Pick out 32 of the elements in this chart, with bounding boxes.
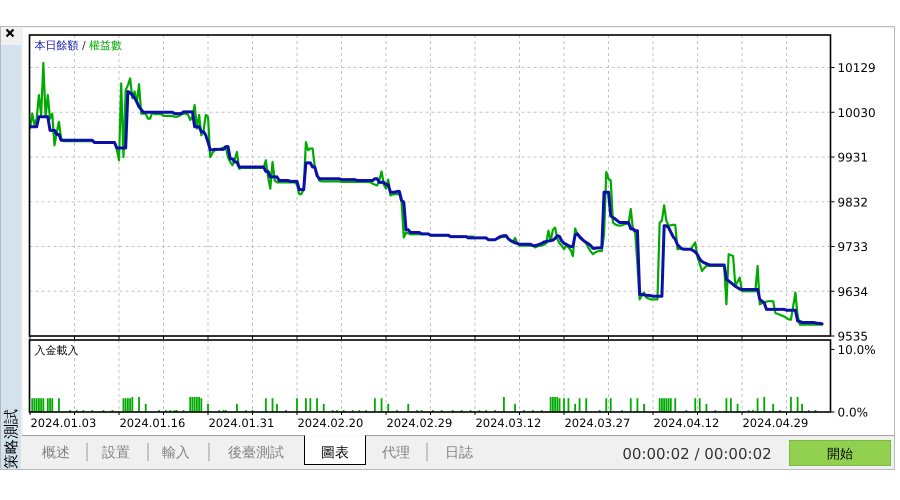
annotation: / <box>78 39 90 52</box>
text: 策略測試 <box>2 409 20 469</box>
text: 日誌 <box>445 445 473 461</box>
text: 代理 <box>381 445 410 461</box>
chart-title: 入金載入 <box>34 344 78 357</box>
y-tick-label: 10.0% <box>838 342 876 357</box>
x-tick-label: 2024.04.12 <box>653 416 720 430</box>
text: 00:00:02 / 00:00:02 <box>622 445 772 463</box>
text: 開始 <box>827 447 853 462</box>
x-tick-label: 2024.02.20 <box>297 416 364 430</box>
x-tick-label: 2024.01.03 <box>30 416 96 430</box>
x-tick-label: 2024.03.27 <box>564 416 630 430</box>
x-tick-label: 2024.03.12 <box>475 416 542 430</box>
y-tick-label: 9634 <box>838 284 868 299</box>
text: 圖表 <box>321 445 349 461</box>
x-tick-label: 2024.02.29 <box>386 416 452 430</box>
y-tick-label: 10129 <box>838 61 876 76</box>
x-tick-label: 2024.01.16 <box>119 416 186 430</box>
y-tick-label: 9535 <box>838 330 868 344</box>
text: 權益數 <box>89 39 122 52</box>
x-tick-label: 2024.04.29 <box>742 416 808 430</box>
y-tick-label: 9832 <box>838 195 868 210</box>
y-tick-label: 10030 <box>838 106 876 120</box>
y-tick-label: 0.0% <box>838 406 868 420</box>
text: 設置 <box>102 445 130 461</box>
y-tick-label: 9931 <box>838 150 868 165</box>
text: 本日餘額 <box>34 39 78 52</box>
text: 輸入 <box>162 445 190 461</box>
text: 後臺測試 <box>228 445 284 461</box>
x-tick-label: 2024.01.31 <box>208 416 274 430</box>
text: 概述 <box>42 445 70 461</box>
y-tick-label: 9733 <box>838 240 868 254</box>
